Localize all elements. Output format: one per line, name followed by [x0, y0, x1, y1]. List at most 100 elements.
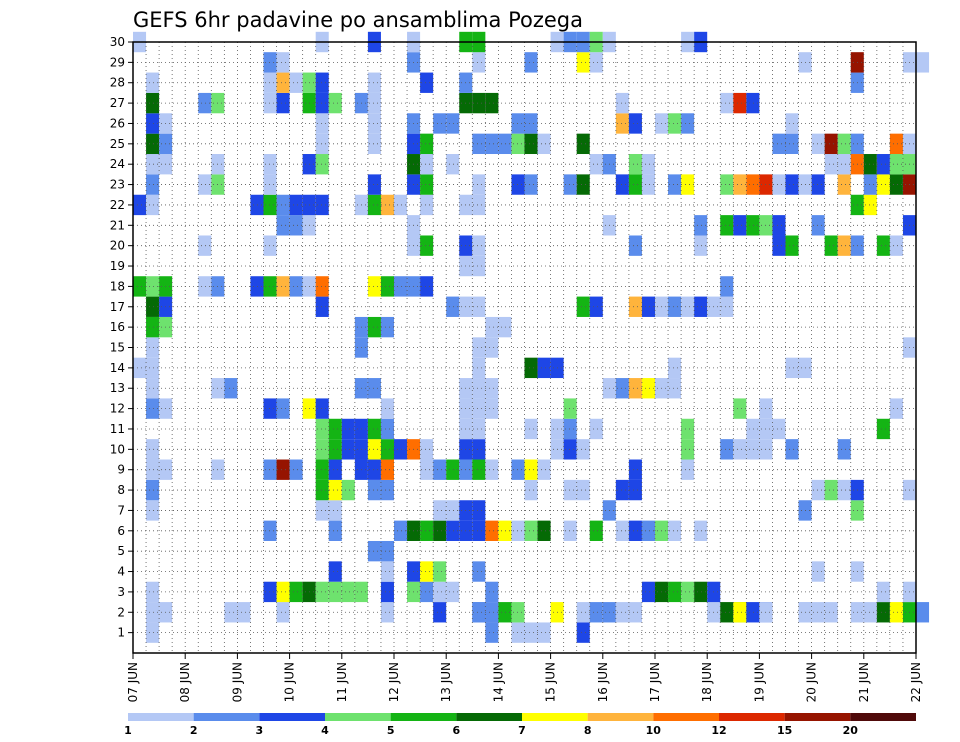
heatmap-cell [524, 113, 538, 134]
heatmap-cell [263, 174, 277, 195]
colorbar-label: 20 [843, 724, 859, 737]
heatmap-cell [276, 215, 290, 236]
y-tick-label: 4 [117, 565, 125, 579]
heatmap-cell [263, 398, 277, 419]
colorbar: 1 2 3 4 5 6 7 8 10 12 15 20 [124, 713, 916, 737]
heatmap-cell [446, 154, 460, 175]
heatmap-cell [472, 337, 486, 358]
heatmap-cell [380, 602, 394, 623]
heatmap-cell [341, 581, 355, 603]
heatmap-cell [146, 439, 160, 460]
grid-layer [133, 41, 916, 653]
x-tick-label: 13 JUN [439, 662, 453, 702]
heatmap-cell [367, 92, 381, 114]
heatmap-cell [367, 540, 381, 562]
heatmap-cell [563, 418, 577, 440]
y-tick-label: 9 [117, 463, 125, 477]
heatmap-cell [889, 235, 903, 256]
heatmap-cell [380, 479, 394, 501]
heatmap-cell [889, 154, 903, 175]
heatmap-cell [576, 439, 590, 460]
heatmap-cell [785, 439, 799, 460]
y-tick-label: 25 [110, 137, 125, 151]
colorbar-label: 8 [584, 724, 592, 737]
heatmap-cell [367, 378, 381, 399]
heatmap-cell [876, 154, 890, 175]
y-tick-label: 30 [110, 35, 125, 49]
heatmap-cell [615, 520, 629, 541]
heatmap-cell [824, 154, 838, 175]
y-tick-label: 19 [110, 259, 125, 273]
heatmap-cell [394, 439, 408, 460]
heatmap-cell [746, 439, 760, 460]
heatmap-cell [876, 174, 890, 195]
heatmap-cell [446, 520, 460, 541]
y-tick-label: 24 [110, 157, 125, 171]
x-tick-label: 07 JUN [126, 662, 140, 702]
heatmap-cell [563, 398, 577, 419]
heatmap-cell [289, 194, 303, 216]
heatmap-cell [485, 398, 499, 419]
y-tick-label: 23 [110, 178, 125, 192]
heatmap-cell [315, 154, 329, 175]
colorbar-swatch [259, 713, 325, 721]
heatmap-cell [641, 581, 655, 603]
heatmap-cell [146, 622, 160, 643]
heatmap-cell [263, 92, 277, 114]
heatmap-cell [628, 154, 642, 175]
heatmap-cell [263, 194, 277, 216]
heatmap-cell [250, 276, 264, 297]
heatmap-cell [498, 602, 512, 623]
heatmap-cell [315, 500, 329, 521]
heatmap-cell [681, 459, 695, 480]
heatmap-cell [876, 602, 890, 623]
colorbar-label: 4 [321, 724, 329, 737]
heatmap-cell [367, 276, 381, 297]
heatmap-cell [694, 520, 708, 541]
colorbar-label: 6 [452, 724, 460, 737]
heatmap-cell [615, 602, 629, 623]
heatmap-cell [433, 113, 447, 134]
heatmap-cell [720, 92, 734, 114]
y-tick-label: 15 [110, 341, 125, 355]
heatmap-cell [380, 459, 394, 480]
heatmap-cell [276, 194, 290, 216]
heatmap-cell [420, 459, 434, 480]
heatmap-cell [380, 398, 394, 419]
heatmap-cell [668, 378, 682, 399]
heatmap-cell [772, 215, 786, 236]
heatmap-cell [446, 459, 460, 480]
heatmap-cell [824, 602, 838, 623]
heatmap-cell [263, 520, 277, 541]
heatmap-cell [472, 357, 486, 379]
heatmap-cell [328, 418, 342, 440]
heatmap-cell [916, 52, 930, 73]
heatmap-cell [576, 602, 590, 623]
heatmap-cell [733, 174, 747, 195]
heatmap-cell [485, 133, 499, 155]
heatmap-cell [341, 418, 355, 440]
y-tick-label: 1 [117, 626, 125, 640]
heatmap-cell [146, 154, 160, 175]
heatmap-cell [524, 357, 538, 379]
heatmap-cell [537, 357, 551, 379]
heatmap-cell [628, 174, 642, 195]
heatmap-cell [420, 276, 434, 297]
heatmap-cell [668, 174, 682, 195]
heatmap-cell [668, 520, 682, 541]
x-tick-label: 10 JUN [283, 662, 297, 702]
heatmap-cell [224, 378, 238, 399]
heatmap-cell [641, 378, 655, 399]
heatmap-cell [615, 113, 629, 134]
heatmap-cell [668, 296, 682, 317]
heatmap-cell [263, 581, 277, 603]
heatmap-cell [485, 459, 499, 480]
heatmap-cell [746, 174, 760, 195]
colorbar-label: 15 [777, 724, 792, 737]
heatmap-cell [772, 174, 786, 195]
heatmap-cell [615, 378, 629, 399]
heatmap-cell [837, 133, 851, 155]
heatmap-cell [394, 276, 408, 297]
x-tick-label: 15 JUN [544, 662, 558, 702]
heatmap-cell [315, 276, 329, 297]
